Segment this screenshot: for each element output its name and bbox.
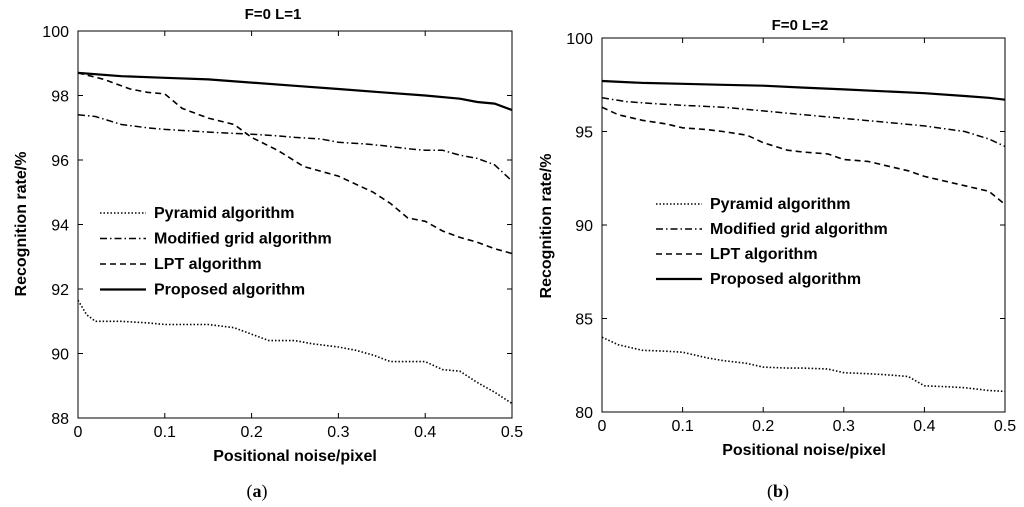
y-tick-label: 85: [575, 312, 593, 329]
x-tick-label: 0.1: [154, 424, 176, 441]
series-lines: [601, 79, 1006, 393]
series-line-modified-grid-algorithm: [601, 97, 1006, 148]
y-axis: 80 85 90 95 100: [566, 31, 1005, 422]
x-tick-label: 0.1: [671, 418, 693, 435]
legend-entry-label: Proposed algorithm: [710, 271, 861, 288]
chart-panel-b: F=0 L=2 0 0.1 0.2 0.3 0.4 0.5 80 85 90 95 100 Pyr…: [538, 17, 1016, 502]
y-tick-label: 92: [51, 282, 69, 299]
x-axis: 0 0.1 0.2 0.3 0.4 0.5: [74, 31, 523, 441]
legend-entry-label: Pyramid algorithm: [154, 205, 294, 222]
series-lines: [77, 71, 513, 405]
y-tick-label: 88: [51, 411, 69, 428]
y-tick-label: 100: [42, 24, 69, 41]
series-line-pyramid-algorithm: [77, 299, 513, 405]
y-tick-label: 96: [51, 153, 69, 170]
y-tick-label: 94: [51, 218, 69, 235]
y-tick-label: 100: [566, 31, 593, 48]
x-tick-label: 0.5: [994, 418, 1016, 435]
x-tick-label: 0.3: [327, 424, 349, 441]
y-axis-label: Recognition rate/%: [538, 154, 555, 299]
legend-entry-label: Pyramid algorithm: [710, 196, 850, 213]
x-tick-label: 0: [74, 424, 83, 441]
series-line-lpt-algorithm: [601, 106, 1006, 206]
legend: Pyramid algorithm Modified grid algorithm…: [656, 196, 888, 288]
x-axis-label: Positional noise/pixel: [213, 448, 377, 465]
y-tick-label: 90: [575, 218, 593, 235]
x-tick-label: 0: [598, 418, 607, 435]
y-tick-label: 98: [51, 89, 69, 106]
y-tick-label: 95: [575, 125, 593, 142]
plot-area: [77, 30, 513, 419]
x-tick-label: 0.2: [240, 424, 262, 441]
x-tick-label: 0.4: [414, 424, 436, 441]
x-tick-label: 0.4: [913, 418, 935, 435]
x-tick-label: 0.3: [833, 418, 855, 435]
legend-entry-label: LPT algorithm: [154, 256, 262, 273]
series-line-modified-grid-algorithm: [77, 114, 513, 182]
legend-entry-label: Proposed algorithm: [154, 282, 305, 299]
chart-title: F=0 L=2: [772, 17, 829, 34]
y-tick-label: 80: [575, 405, 593, 422]
series-line-proposed-algorithm: [77, 71, 513, 112]
legend-entry-label: LPT algorithm: [710, 246, 818, 263]
legend-entry-label: Modified grid algorithm: [710, 221, 888, 238]
x-axis-label: Positional noise/pixel: [722, 442, 886, 459]
panel-label-a: (a): [247, 481, 268, 502]
y-axis-label: Recognition rate/%: [13, 152, 30, 297]
x-axis: 0 0.1 0.2 0.3 0.4 0.5: [598, 38, 1016, 435]
series-line-proposed-algorithm: [601, 79, 1006, 101]
chart-title: F=0 L=1: [245, 6, 302, 23]
x-tick-label: 0.2: [752, 418, 774, 435]
series-line-lpt-algorithm: [77, 72, 513, 255]
y-axis: 88 90 92 94 96 98 100: [42, 24, 512, 428]
x-tick-label: 0.5: [501, 424, 523, 441]
y-tick-label: 90: [51, 347, 69, 364]
panel-label-b: (b): [767, 481, 789, 502]
legend-entry-label: Modified grid algorithm: [154, 231, 332, 248]
chart-panel-a: F=0 L=1 0 0.1 0.2 0.3 0.4 0.5 88 90 92 94 96 98 100…: [13, 6, 523, 502]
legend: Pyramid algorithm Modified grid algorithm…: [100, 205, 332, 299]
